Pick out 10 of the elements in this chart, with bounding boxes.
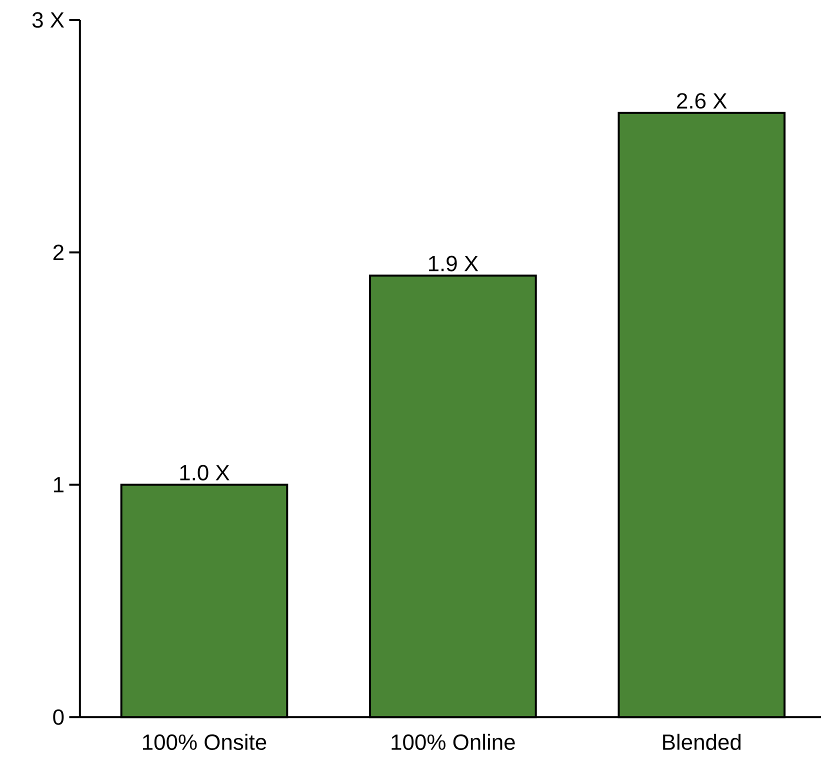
data-label: 1.0 X	[180, 464, 230, 480]
data-label: 2.6 X	[677, 93, 727, 109]
y-tick-label: 3 X	[32, 12, 64, 28]
y-tick-label: 0	[53, 709, 64, 725]
x-tick-label: 100% Onsite	[143, 734, 266, 750]
data-label: 1.9 X	[428, 256, 478, 272]
y-tick-label: 1	[54, 477, 64, 492]
x-tick-label: Blended	[663, 734, 741, 750]
x-tick-label: 100% Online	[392, 734, 515, 750]
y-tick-label: 2	[53, 244, 64, 260]
